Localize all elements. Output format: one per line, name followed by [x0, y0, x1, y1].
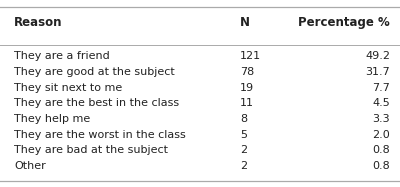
Text: 5: 5	[240, 130, 247, 140]
Text: They sit next to me: They sit next to me	[14, 82, 122, 93]
Text: 19: 19	[240, 82, 254, 93]
Text: They are the best in the class: They are the best in the class	[14, 98, 179, 108]
Text: They are a friend: They are a friend	[14, 51, 110, 61]
Text: 2: 2	[240, 161, 247, 171]
Text: 4.5: 4.5	[372, 98, 390, 108]
Text: Reason: Reason	[14, 16, 62, 29]
Text: 31.7: 31.7	[365, 67, 390, 77]
Text: Other: Other	[14, 161, 46, 171]
Text: 11: 11	[240, 98, 254, 108]
Text: 0.8: 0.8	[372, 145, 390, 155]
Text: 2: 2	[240, 145, 247, 155]
Text: They are the worst in the class: They are the worst in the class	[14, 130, 186, 140]
Text: 3.3: 3.3	[372, 114, 390, 124]
Text: They are good at the subject: They are good at the subject	[14, 67, 175, 77]
Text: They help me: They help me	[14, 114, 90, 124]
Text: 0.8: 0.8	[372, 161, 390, 171]
Text: 49.2: 49.2	[365, 51, 390, 61]
Text: N: N	[240, 16, 250, 29]
Text: 121: 121	[240, 51, 261, 61]
Text: 8: 8	[240, 114, 247, 124]
Text: Percentage %: Percentage %	[298, 16, 390, 29]
Text: 78: 78	[240, 67, 254, 77]
Text: 7.7: 7.7	[372, 82, 390, 93]
Text: They are bad at the subject: They are bad at the subject	[14, 145, 168, 155]
Text: 2.0: 2.0	[372, 130, 390, 140]
